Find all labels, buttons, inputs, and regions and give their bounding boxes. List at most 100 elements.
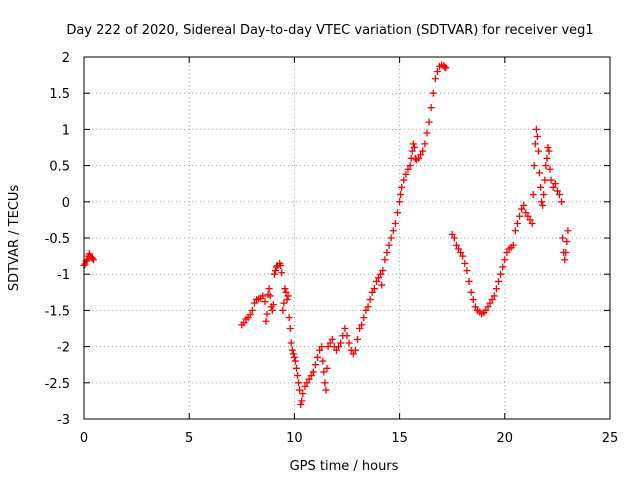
data-point xyxy=(296,386,304,394)
data-layer xyxy=(80,61,572,409)
data-point xyxy=(563,238,571,246)
chart-title: Day 222 of 2020, Sidereal Day-to-day VTE… xyxy=(66,23,593,38)
y-tick-label: -1.5 xyxy=(45,304,70,319)
data-point xyxy=(431,75,439,83)
data-point xyxy=(452,241,460,249)
data-point xyxy=(530,162,538,170)
y-tick-label: 1.5 xyxy=(49,87,70,102)
data-point xyxy=(309,368,317,376)
data-point xyxy=(324,343,332,351)
data-point xyxy=(285,314,293,322)
data-point xyxy=(528,220,536,228)
data-point xyxy=(358,321,366,329)
data-point xyxy=(429,89,437,97)
x-tick-label: 0 xyxy=(80,431,88,446)
data-point xyxy=(311,361,319,369)
data-point xyxy=(288,346,296,354)
series-segment-1 xyxy=(80,250,97,270)
data-point xyxy=(433,67,441,75)
data-point xyxy=(284,292,292,300)
data-point xyxy=(298,397,306,405)
data-point xyxy=(248,306,256,314)
data-point xyxy=(291,357,299,365)
data-point xyxy=(501,256,509,264)
data-point xyxy=(450,234,458,242)
data-point xyxy=(484,303,492,311)
data-point xyxy=(360,314,368,322)
data-point xyxy=(345,339,353,347)
data-point xyxy=(455,245,463,253)
data-point xyxy=(482,306,490,314)
data-point xyxy=(375,274,383,282)
y-axis-label: SDTVAR / TECUs xyxy=(7,185,22,292)
data-point xyxy=(351,346,359,354)
data-point xyxy=(545,147,553,155)
data-point xyxy=(332,346,340,354)
data-point xyxy=(265,285,273,293)
data-point xyxy=(321,379,329,387)
data-point xyxy=(406,162,414,170)
data-point xyxy=(307,372,315,380)
data-point xyxy=(469,296,477,304)
data-point xyxy=(377,270,385,278)
data-point xyxy=(533,133,541,141)
data-point xyxy=(268,306,276,314)
x-tick-label: 15 xyxy=(391,431,408,446)
data-point xyxy=(326,339,334,347)
data-point xyxy=(294,372,302,380)
data-point xyxy=(266,292,274,300)
data-point xyxy=(318,343,326,351)
y-tick-label: -2 xyxy=(57,341,70,356)
data-point xyxy=(522,209,530,217)
data-point xyxy=(463,267,471,275)
data-point xyxy=(246,311,254,319)
data-point xyxy=(337,339,345,347)
grid-layer xyxy=(84,57,610,419)
data-point xyxy=(269,301,277,309)
data-point xyxy=(459,252,467,260)
data-point xyxy=(286,325,294,332)
data-point xyxy=(379,267,387,275)
data-point xyxy=(423,129,431,137)
data-point xyxy=(88,254,96,262)
data-point xyxy=(513,220,521,228)
data-point xyxy=(448,230,456,238)
data-point xyxy=(541,176,549,184)
data-point xyxy=(319,357,327,365)
data-point xyxy=(408,147,416,155)
data-point xyxy=(526,216,534,224)
data-point xyxy=(442,64,450,72)
data-point xyxy=(503,248,511,256)
data-point xyxy=(368,288,376,296)
data-point xyxy=(381,256,389,264)
y-tick-label: 0 xyxy=(62,196,70,211)
data-point xyxy=(404,165,412,173)
y-tick-label: -0.5 xyxy=(45,232,70,247)
data-point xyxy=(509,241,517,249)
data-point xyxy=(293,364,301,372)
data-point xyxy=(320,368,328,376)
x-axis-label: GPS time / hours xyxy=(290,459,399,474)
data-point xyxy=(486,299,494,307)
data-point xyxy=(378,281,386,289)
data-point xyxy=(301,382,309,390)
x-tick-label: 20 xyxy=(497,431,514,446)
data-point xyxy=(295,379,303,387)
data-point xyxy=(553,187,561,195)
data-point xyxy=(497,270,505,278)
x-tick-label: 10 xyxy=(286,431,303,446)
data-point xyxy=(531,140,539,148)
data-point xyxy=(427,104,435,112)
data-point xyxy=(461,259,469,267)
data-point xyxy=(511,227,519,235)
data-point xyxy=(499,263,507,271)
y-tick-label: 1 xyxy=(62,123,70,138)
x-tick-label: 5 xyxy=(185,431,193,446)
data-point xyxy=(305,375,313,383)
y-tick-label: -1 xyxy=(57,268,70,283)
data-point xyxy=(356,325,364,332)
data-point xyxy=(277,262,285,270)
plot-frame xyxy=(83,56,611,420)
data-point xyxy=(366,296,374,304)
data-point xyxy=(391,220,399,228)
